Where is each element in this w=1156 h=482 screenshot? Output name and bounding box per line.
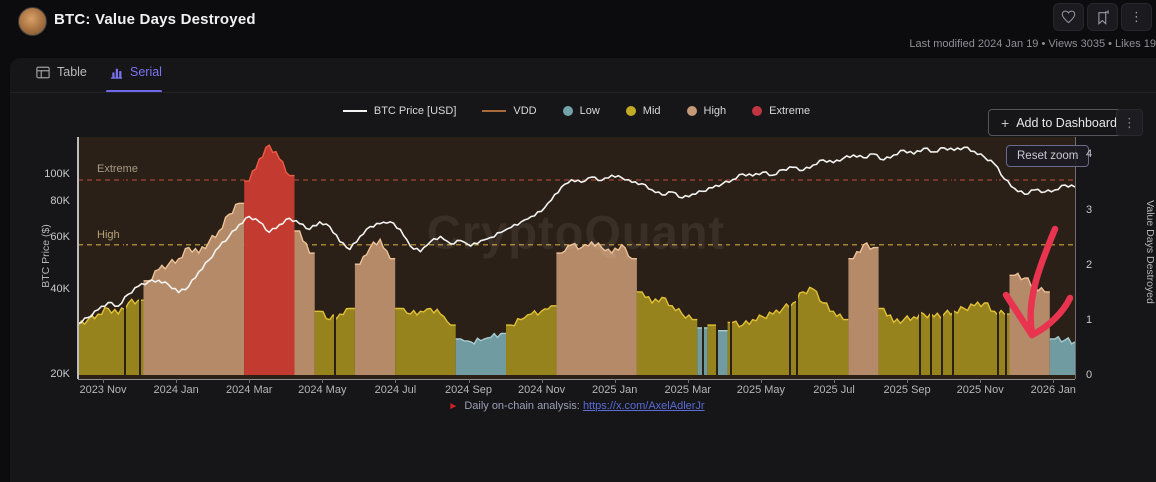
x-tick-mark [760,379,762,383]
x-tick-mark [907,379,909,383]
add-to-dashboard-label: Add to Dashboard [1016,115,1117,130]
y-left-tick: 20K [50,368,70,380]
y-right-tick: 1 [1086,314,1093,326]
last-modified-meta: Last modified 2024 Jan 19 • Views 3035 •… [909,38,1156,50]
legend-swatch [482,110,507,112]
x-tick-label: 2026 Jan [1030,384,1076,396]
x-tick-mark [614,379,616,383]
like-button[interactable] [1053,3,1084,31]
avatar [18,7,47,36]
arrow-annotation [1002,225,1074,339]
y-axis-right-line [1075,137,1076,379]
chart-footer: ► Daily on-chain analysis: https://x.com/… [78,400,1075,412]
more-options-button[interactable]: ⋮ [1121,3,1152,31]
page-title: BTC: Value Days Destroyed [54,11,256,28]
y-right-tick: 3 [1086,204,1093,216]
legend-item-btc-price-usd-[interactable]: BTC Price [USD] [342,105,457,117]
y-left-tick: 40K [50,283,70,295]
x-axis-line [78,379,1075,380]
threshold-label-extreme: Extreme [97,163,138,175]
plus-icon: + [1001,114,1010,131]
chart-legend: BTC Price [USD] VDD Low Mid High Extreme [78,105,1075,117]
reset-zoom-button[interactable]: Reset zoom [1006,145,1090,167]
y-axis-right-title: Value Days Destroyed [1143,200,1156,304]
legend-swatch [342,110,367,112]
y-axis-left-line [76,137,79,379]
x-tick-mark [541,379,543,383]
bookmark-plus-icon [1097,9,1109,25]
legend-label: VDD [513,105,537,117]
x-tick-label: 2025 Mar [664,384,712,396]
y-left-tick: 60K [50,231,70,243]
x-tick-mark [1053,379,1055,383]
legend-item-low[interactable]: Low [562,105,600,117]
x-tick-mark [468,379,470,383]
legend-label: Low [579,105,600,117]
legend-swatch [752,106,763,116]
kebab-icon: ⋮ [1123,114,1136,130]
y-right-tick: 0 [1086,369,1093,381]
legend-label: Extreme [769,105,811,117]
chart-menu-button[interactable]: ⋮ [1116,109,1143,136]
x-tick-mark [834,379,835,383]
legend-item-mid[interactable]: Mid [625,105,661,117]
footer-link[interactable]: https://x.com/AxelAdlerJr [582,400,705,412]
x-tick-label: 2025 May [736,384,786,396]
footer-marker-icon: ► [448,401,459,412]
legend-item-vdd[interactable]: VDD [482,105,537,117]
table-icon [36,66,50,78]
x-tick-mark [980,379,982,383]
x-tick-label: 2024 Sep [444,384,493,396]
tab-table[interactable]: Table [36,65,87,79]
x-tick-label: 2024 Mar [225,384,273,396]
legend-item-extreme[interactable]: Extreme [752,105,810,117]
kebab-icon: ⋮ [1130,9,1143,24]
legend-swatch [562,106,573,116]
legend-swatch [625,106,636,116]
x-tick-mark [249,379,251,383]
y-right-tick: 2 [1086,259,1093,271]
legend-label: Mid [642,105,661,117]
chart-plot-area[interactable] [78,137,1075,379]
heart-icon [1061,10,1076,24]
legend-item-high[interactable]: High [686,105,727,117]
threshold-label-high: High [97,229,120,241]
y-right-tick: 4 [1086,148,1093,160]
x-tick-mark [176,379,178,383]
footer-text: Daily on-chain analysis: [464,400,580,412]
tabs-divider [10,92,1156,93]
x-tick-label: 2024 May [298,384,347,396]
legend-swatch [686,106,697,116]
legend-label: BTC Price [USD] [373,105,457,117]
y-left-tick: 100K [44,168,70,180]
x-tick-mark [687,379,689,383]
x-tick-label: 2025 Sep [883,384,931,396]
x-tick-mark [322,379,324,383]
x-tick-label: 2023 Nov [79,384,127,396]
x-tick-label: 2025 Nov [956,384,1004,396]
bookmark-button[interactable] [1087,3,1118,31]
tab-table-label: Table [57,65,87,79]
x-tick-label: 2025 Jan [592,384,638,396]
x-tick-mark [395,379,397,383]
tab-serial-label: Serial [130,65,162,79]
x-tick-label: 2024 Jan [153,384,199,396]
x-tick-label: 2024 Jul [374,384,417,396]
x-tick-label: 2025 Jul [813,384,855,396]
x-tick-mark [103,379,104,383]
active-tab-indicator [106,90,162,93]
x-tick-label: 2024 Nov [518,384,566,396]
reset-zoom-label: Reset zoom [1017,150,1079,162]
y-left-tick: 80K [50,195,70,207]
legend-label: High [703,105,727,117]
tab-serial[interactable]: Serial [110,65,162,79]
bar-chart-icon [110,68,123,79]
